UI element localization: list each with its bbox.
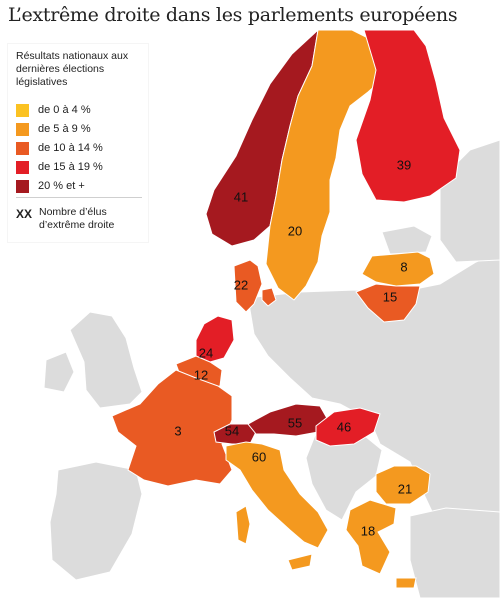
seat-label-sweden: 20 — [288, 223, 302, 238]
seat-label-greece: 18 — [361, 523, 375, 538]
seat-label-latvia: 8 — [400, 259, 407, 274]
seat-label-belgium: 12 — [194, 367, 208, 382]
legend-label: de 15 à 19 % — [38, 161, 103, 173]
legend-seat-marker-label: Nombre d’élus d’extrême droite — [39, 206, 115, 231]
country-sweden — [265, 29, 387, 301]
country-hungary — [315, 407, 381, 447]
legend-swatch — [16, 142, 29, 155]
seat-labels: 41 20 39 22 815 24 12 3 54 55 46 60 21 18 — [174, 157, 412, 538]
seat-label-italy: 60 — [252, 449, 266, 464]
legend-swatch — [16, 180, 29, 193]
seat-label-denmark: 22 — [234, 277, 248, 292]
country-denmark — [233, 259, 277, 313]
legend: Résultats nationaux aux dernières électi… — [8, 44, 148, 242]
seat-label-austria: 55 — [288, 415, 302, 430]
country-lithuania — [355, 283, 421, 323]
legend-label: de 10 à 14 % — [38, 142, 103, 154]
country-bulgaria — [375, 465, 431, 505]
legend-label: de 5 à 9 % — [38, 123, 91, 135]
country-greece — [345, 499, 417, 589]
seat-label-switzerland: 54 — [225, 423, 239, 438]
seat-label-netherlands: 24 — [199, 345, 213, 360]
legend-label: de 0 à 4 % — [38, 104, 91, 116]
seat-label-lithuania: 15 — [383, 289, 397, 304]
country-switzerland — [213, 423, 257, 445]
legend-label: 20 % et + — [38, 180, 85, 192]
country-finland — [355, 29, 461, 203]
legend-swatch — [16, 123, 29, 136]
country-italy — [225, 441, 329, 571]
legend-heading: Résultats nationaux aux dernières électi… — [16, 50, 129, 88]
seat-label-norway: 41 — [234, 189, 248, 204]
legend-swatch — [16, 161, 29, 174]
seat-label-hungary: 46 — [337, 419, 351, 434]
seat-label-bulgaria: 21 — [398, 481, 412, 496]
seat-label-finland: 39 — [397, 157, 411, 172]
legend-divider — [16, 197, 142, 198]
legend-seat-marker: XX — [16, 207, 33, 221]
country-latvia — [361, 251, 435, 287]
legend-swatch — [16, 104, 29, 117]
country-shapes — [111, 28, 461, 589]
seat-label-france: 3 — [174, 423, 181, 438]
map-title: L’extrême droite dans les parlements eur… — [8, 4, 458, 26]
